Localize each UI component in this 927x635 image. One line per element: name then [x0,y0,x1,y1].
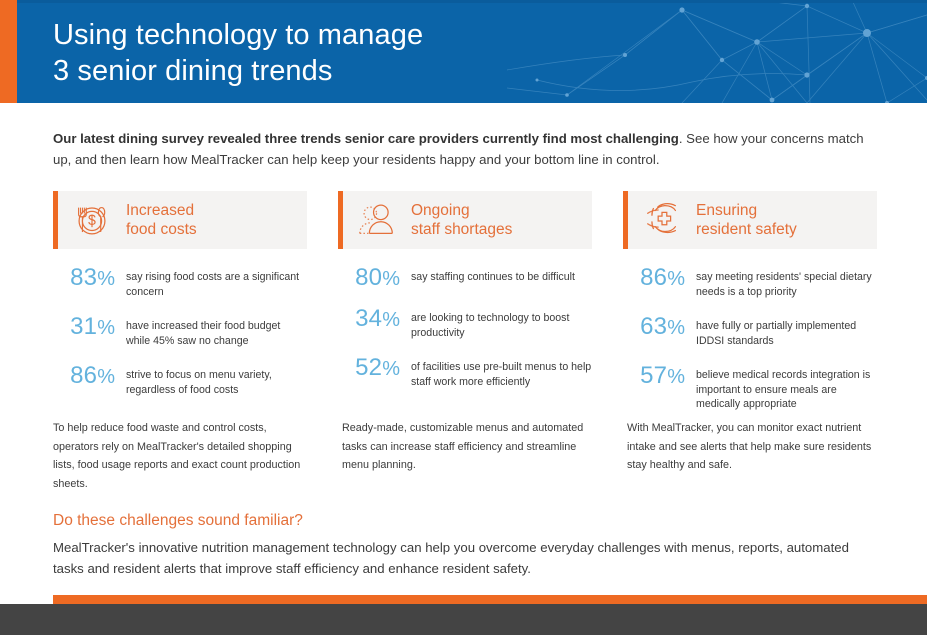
hands-medical-cross-icon [639,197,685,243]
two-people-staff-icon [354,197,400,243]
card-header-food-costs: Increased food costs [53,191,307,249]
header-top-divider [17,0,927,3]
card-accent-bar [623,191,628,249]
network-constellation-graphic [507,0,927,103]
intro-bold-lead: Our latest dining survey revealed three … [53,131,679,146]
card-title-resident-safety: Ensuring resident safety [696,202,797,238]
column-note-food-costs: To help reduce food waste and control co… [53,422,301,490]
stat-label: have increased their food budget while 4… [126,320,281,347]
stat-label: are looking to technology to boost produ… [411,312,570,339]
stat-value: 57% [640,362,685,389]
page-title: Using technology to manage 3 senior dini… [53,19,424,87]
cta-heading: Do these challenges sound familiar? [53,512,303,529]
column-note-staff-shortages: Ready-made, customizable menus and autom… [342,422,584,471]
stat-item: 86% say meeting residents' special dieta… [623,266,877,299]
stat-item: 52% of facilities use pre-built menus to… [338,356,592,389]
stat-value: 83% [70,264,115,291]
intro-rest: . See how your concerns match up, and th… [53,131,864,167]
stat-item: 86% strive to focus on menu variety, reg… [53,364,307,397]
stat-item: 63% have fully or partially implemented … [623,315,877,348]
stat-label: believe medical records integration is i… [696,369,871,410]
stat-label: have fully or partially implemented IDDS… [696,320,857,347]
stat-item: 31% have increased their food budget whi… [53,315,307,348]
stat-item: 80% say staffing continues to be difficu… [338,266,592,291]
stat-label: of facilities use pre-built menus to hel… [411,361,592,388]
card-title-food-costs: Increased food costs [126,202,197,238]
stat-label: say staffing continues to be difficult [411,271,575,283]
stats-list-food-costs: 83% say rising food costs are a signific… [53,266,307,397]
stat-value: 31% [70,313,115,340]
cta-body: MealTracker's innovative nutrition manag… [53,540,849,576]
stat-label: say rising food costs are a significant … [126,271,300,298]
stat-value: 52% [355,354,400,381]
stats-list-staff-shortages: 80% say staffing continues to be difficu… [338,266,592,389]
stat-label: say meeting residents' special dietary n… [696,271,872,298]
stat-item: 57% believe medical records integration … [623,364,877,412]
stat-value: 86% [70,362,115,389]
page-header: Using technology to manage 3 senior dini… [0,0,927,103]
stat-value: 34% [355,305,400,332]
intro-paragraph: Our latest dining survey revealed three … [53,128,877,170]
card-title-staff-shortages: Ongoing staff shortages [411,202,513,238]
trend-column-food-costs: Increased food costs 83% say rising food… [53,191,307,491]
stats-list-resident-safety: 86% say meeting residents' special dieta… [623,266,877,412]
card-header-resident-safety: Ensuring resident safety [623,191,877,249]
footer-bar [0,604,927,635]
trend-column-resident-safety: Ensuring resident safety 86% say meeting… [623,191,877,491]
footer-orange-bar [53,595,927,604]
trend-column-staff-shortages: Ongoing staff shortages 80% say staffing… [338,191,592,491]
column-note-resident-safety: With MealTracker, you can monitor exact … [627,422,872,471]
card-accent-bar [338,191,343,249]
trend-columns: Increased food costs 83% say rising food… [53,191,879,491]
stat-value: 63% [640,313,685,340]
stat-value: 80% [355,264,400,291]
stat-value: 86% [640,264,685,291]
header-accent-bar [0,0,17,103]
stat-label: strive to focus on menu variety, regardl… [126,369,272,396]
plate-fork-spoon-dollar-icon [69,197,115,243]
card-accent-bar [53,191,58,249]
card-header-staff-shortages: Ongoing staff shortages [338,191,592,249]
stat-item: 83% say rising food costs are a signific… [53,266,307,299]
stat-item: 34% are looking to technology to boost p… [338,307,592,340]
